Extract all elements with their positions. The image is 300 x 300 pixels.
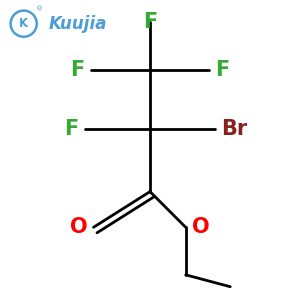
Text: F: F bbox=[70, 60, 85, 80]
Text: O: O bbox=[70, 217, 88, 237]
Text: F: F bbox=[64, 119, 79, 139]
Text: K: K bbox=[19, 17, 28, 30]
Text: ®: ® bbox=[36, 6, 43, 12]
Text: Kuujia: Kuujia bbox=[49, 15, 107, 33]
Text: F: F bbox=[215, 60, 230, 80]
Text: F: F bbox=[143, 12, 157, 32]
Text: Br: Br bbox=[221, 119, 248, 139]
Text: O: O bbox=[192, 217, 209, 237]
